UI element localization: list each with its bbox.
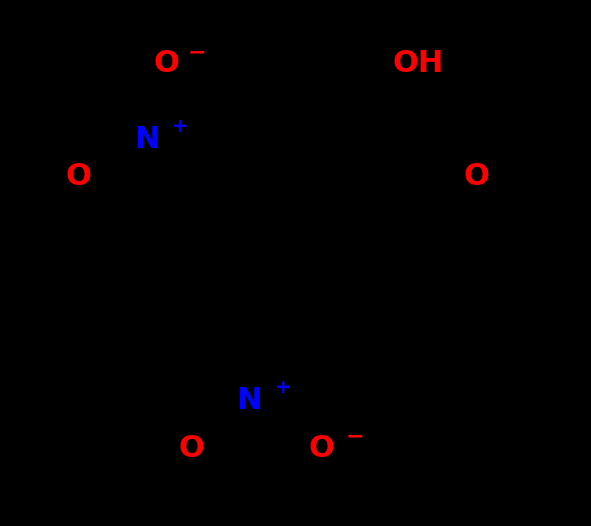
Text: OH: OH [393,48,444,78]
Text: N: N [134,125,160,154]
Text: +: + [274,378,291,397]
Text: O: O [66,161,92,191]
Text: O: O [309,433,335,463]
Text: O: O [464,161,490,191]
Text: O: O [154,48,179,78]
Text: +: + [172,117,189,136]
Text: −: − [346,427,364,447]
Text: −: − [188,43,206,63]
Text: N: N [236,386,262,416]
Text: O: O [178,433,204,463]
